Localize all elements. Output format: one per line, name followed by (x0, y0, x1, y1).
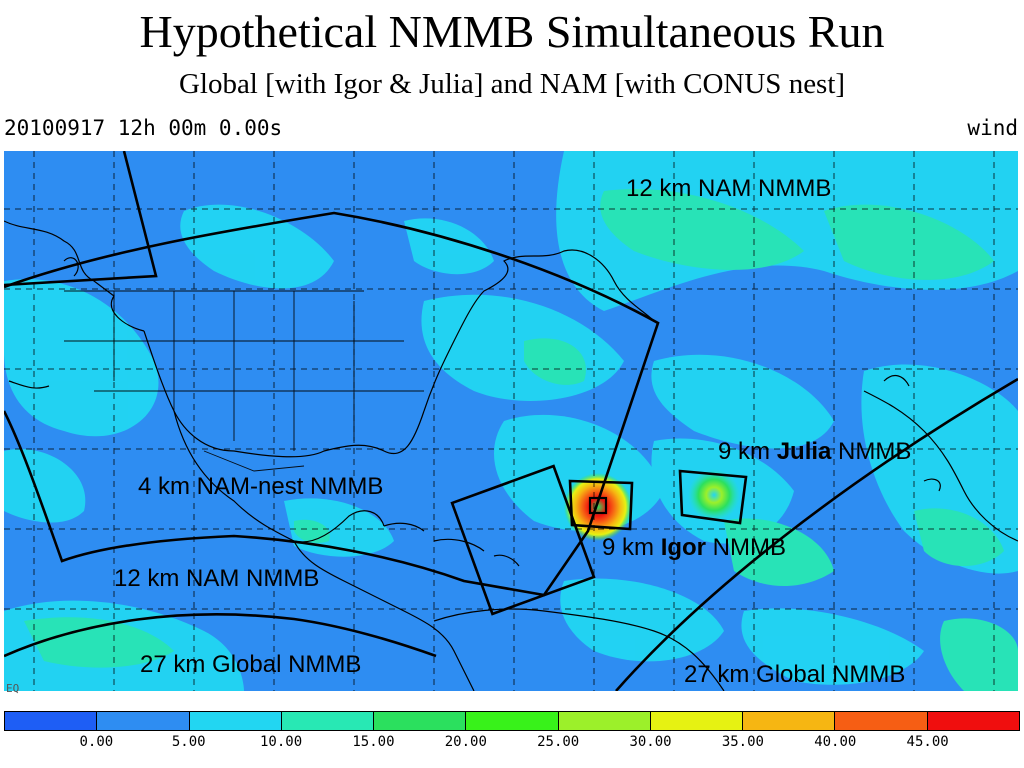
colorbar-swatch (97, 712, 190, 730)
label-julia: 9 km Julia NMMB (718, 438, 911, 466)
colorbar-tick-label: 0.00 (79, 734, 114, 750)
colorbar-tick-label: 35.00 (721, 734, 764, 750)
colorbar-swatch (374, 712, 467, 730)
colorbar-tick-label: 25.00 (537, 734, 580, 750)
label-igor-name: Igor (660, 534, 707, 561)
equator-mark: EQ (6, 682, 20, 695)
colorbar-tick-label: 45.00 (906, 734, 949, 750)
global-arc-right (615, 377, 1018, 691)
slide-title: Hypothetical NMMB Simultaneous Run (139, 6, 885, 57)
label-julia-suffix: NMMB (831, 438, 912, 465)
label-nam-top: 12 km NAM NMMB (626, 175, 832, 202)
colorbar-tick-label: 30.00 (629, 734, 672, 750)
colorbar-tick-label: 20.00 (444, 734, 487, 750)
label-igor-suffix: NMMB (706, 534, 787, 561)
model-datestamp: 20100917 12h 00m 0.00s (4, 116, 283, 140)
colorbar-tick-label: 40.00 (814, 734, 857, 750)
colorbar-swatch (189, 712, 282, 730)
label-julia-name: Julia (776, 438, 832, 465)
julia-wind-core (688, 469, 740, 521)
slide-subtitle: Global [with Igor & Julia] and NAM [with… (178, 68, 846, 100)
julia-nest-box (678, 469, 748, 525)
coastlines (4, 220, 1018, 691)
label-julia-prefix: 9 km (718, 438, 777, 465)
colorbar-swatch (281, 712, 375, 730)
nam-domain-top-left (4, 151, 158, 287)
conus-nest-box (450, 464, 596, 616)
colorbar-tick-label: 10.00 (260, 734, 303, 750)
domain-boundaries (4, 151, 1018, 691)
colorbar-swatch (558, 712, 651, 730)
label-nam-bottom: 12 km NAM NMMB (114, 565, 320, 592)
wind-map: 12 km NAM NMMB 9 km Julia NMMB 4 km NAM-… (4, 151, 1018, 691)
label-igor: 9 km Igor NMMB (602, 534, 786, 562)
colorbar-tick-label: 5.00 (171, 734, 206, 750)
label-global-left: 27 km Global NMMB (140, 651, 362, 678)
global-arc-left (4, 613, 437, 658)
igor-inner-box (588, 496, 608, 515)
label-nest: 4 km NAM-nest NMMB (138, 473, 384, 500)
field-name: wind (967, 116, 1018, 140)
political-borders (64, 290, 424, 472)
label-igor-prefix: 9 km (602, 534, 661, 561)
nam-domain-boundary (4, 211, 660, 597)
colorbar-ticks: 0.00 5.00 10.00 15.00 20.00 25.00 30.00 35.00 40… (0, 734, 1024, 754)
wind-field-shading (4, 151, 1018, 691)
label-global-right: 27 km Global NMMB (684, 661, 906, 688)
colorbar-swatch (927, 712, 1019, 730)
wind-colorbar (4, 711, 1020, 731)
colorbar-swatch (835, 712, 928, 730)
colorbar-swatch (650, 712, 744, 730)
colorbar-tick-label: 15.00 (352, 734, 395, 750)
colorbar-swatch (743, 712, 836, 730)
igor-nest-box (568, 479, 634, 531)
colorbar-swatch (466, 712, 559, 730)
igor-wind-core (564, 473, 632, 541)
colorbar-swatch (5, 712, 98, 730)
wind-map-graphic (4, 151, 1018, 691)
